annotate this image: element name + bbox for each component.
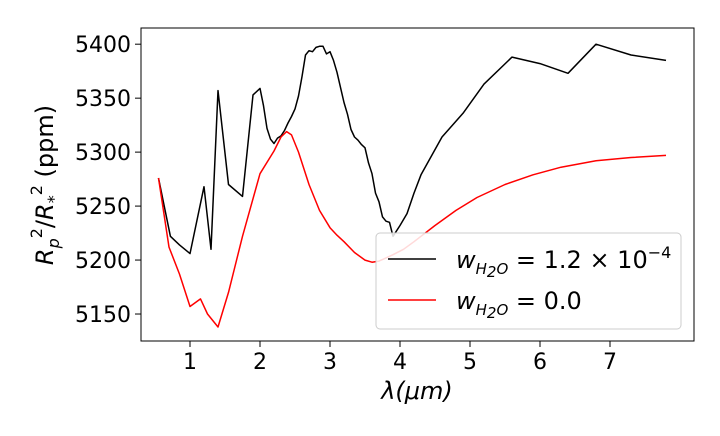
x-tick-label: 1: [183, 350, 197, 375]
y-tick-label: 5400: [75, 33, 131, 58]
x-tick-label: 7: [603, 350, 617, 375]
legend: wH2O = 1.2 × 10−4 wH2O = 0.0: [375, 232, 682, 330]
x-tick-label: 4: [393, 350, 407, 375]
x-tick-label: 5: [463, 350, 477, 375]
y-axis-label: Rp2/R*2 (ppm): [27, 105, 63, 265]
plot-frame: [140, 27, 695, 342]
x-axis-label: λ(μm): [379, 377, 453, 405]
y-tick-label: 5350: [75, 87, 131, 112]
x-tick-label: 3: [323, 350, 337, 375]
y-tick-label: 5300: [75, 141, 131, 166]
x-tick-label: 6: [533, 350, 547, 375]
series-line-h2o-nonzero: [157, 43, 667, 255]
y-tick-label: 5250: [75, 195, 131, 220]
y-axis-ticks: 5150 5200 5250 5300 5350 5400: [75, 33, 141, 328]
y-tick-label: 5200: [75, 249, 131, 274]
x-tick-label: 2: [253, 350, 267, 375]
series-layer: [157, 43, 667, 328]
legend-box: [375, 232, 682, 330]
x-axis-ticks: 1 2 3 4 5 6 7: [183, 341, 617, 375]
y-tick-label: 5150: [75, 303, 131, 328]
series-line-h2o-zero: [157, 130, 667, 328]
